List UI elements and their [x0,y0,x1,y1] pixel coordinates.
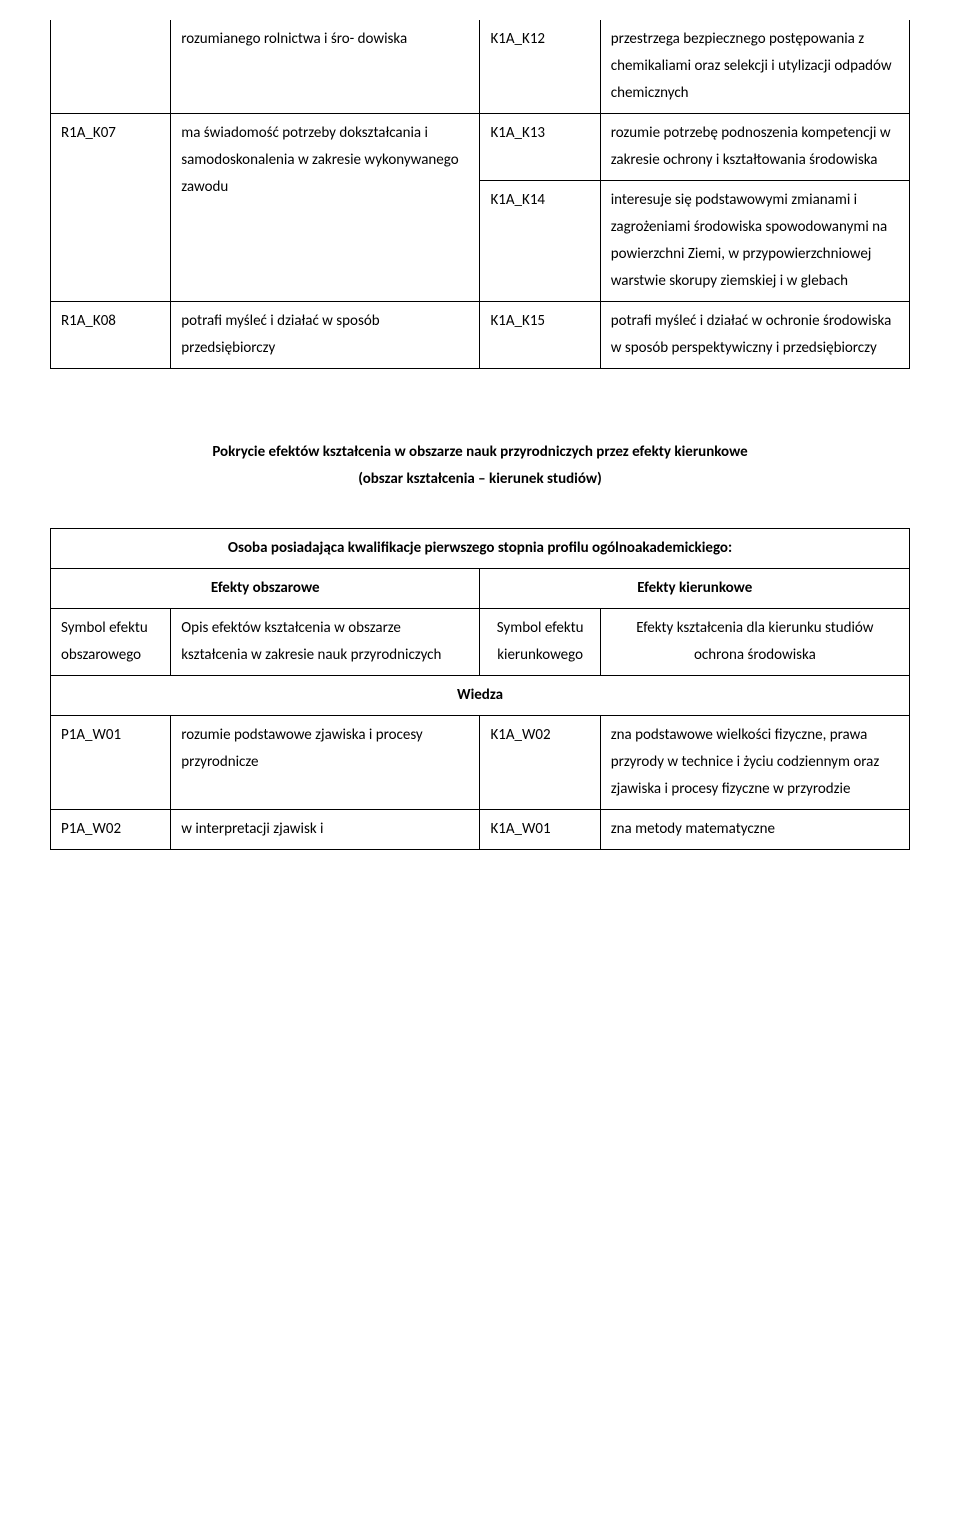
text: R1A_K07 [61,124,116,142]
text: K1A_W02 [490,726,550,744]
text: zna podstawowe wielkości fizyczne, prawa… [611,726,880,798]
text: Osoba posiadająca kwalifikacje pierwszeg… [228,539,732,557]
text: rozumie potrzebę podnoszenia kompetencji… [611,124,891,169]
table-row: R1A_K07 ma świadomość potrzeby dokształc… [51,114,910,181]
text: rozumianego rolnictwa i śro- dowiska [181,30,407,48]
col-header: Symbol efektu kierunkowego [480,609,600,676]
text: zna metody matematyczne [611,820,775,838]
cell-desc-left: rozumianego rolnictwa i śro- dowiska [171,20,480,114]
text: rozumie podstawowe zjawiska i procesy pr… [181,726,422,771]
cell-code-right: K1A_K15 [480,302,600,369]
table-row: rozumianego rolnictwa i śro- dowiska K1A… [51,20,910,114]
cell-code-left [51,20,171,114]
table-row: Efekty obszarowe Efekty kierunkowe [51,569,910,609]
text: w interpretacji zjawisk i [181,820,323,838]
text: Efekty obszarowe [211,579,320,597]
table-row: Wiedza [51,676,910,716]
text: obszarowego [61,646,141,664]
text: przestrzega bezpiecznego postępowania z … [611,30,892,102]
cell-code-left: P1A_W01 [51,716,171,810]
text: Opis efektów kształcenia w obszarze kszt… [181,619,441,664]
cell-code-right: K1A_K12 [480,20,600,114]
cell-desc-right: interesuje się podstawowymi zmianami i z… [600,181,909,302]
text: P1A_W02 [61,820,121,838]
table-coverage-przyrodnicze: Osoba posiadająca kwalifikacje pierwszeg… [50,528,910,850]
text: Symbol efektu [497,619,584,637]
text: potrafi myśleć i działać w sposób przeds… [181,312,379,357]
text: Pokrycie efektów kształcenia w obszarze … [212,443,747,461]
text: Symbol efektu [61,619,148,637]
col-header: Opis efektów kształcenia w obszarze kszt… [171,609,480,676]
text: Wiedza [457,686,503,704]
text: K1A_K12 [490,30,545,48]
text: (obszar kształcenia – kierunek studiów) [358,470,602,488]
text: ma świadomość potrzeby dokształcania i s… [181,124,458,196]
cell-desc-left: rozumie podstawowe zjawiska i procesy pr… [171,716,480,810]
cell-code-right: K1A_W01 [480,810,600,850]
table-coverage-rolnicze: rozumianego rolnictwa i śro- dowiska K1A… [50,20,910,369]
cell-code-left: R1A_K07 [51,114,171,302]
cell-desc-right: potrafi myśleć i działać w ochronie środ… [600,302,909,369]
section-title: Pokrycie efektów kształcenia w obszarze … [50,439,910,493]
table-row: P1A_W01 rozumie podstawowe zjawiska i pr… [51,716,910,810]
cell-code-left: P1A_W02 [51,810,171,850]
cell-code-right: K1A_K13 [480,114,600,181]
text: R1A_K08 [61,312,116,330]
table-row: Symbol efektu obszarowego Opis efektów k… [51,609,910,676]
cell-desc-right: zna metody matematyczne [600,810,909,850]
text: P1A_W01 [61,726,121,744]
header-left: Efekty obszarowe [51,569,480,609]
header-full: Osoba posiadająca kwalifikacje pierwszeg… [51,529,910,569]
table-row: P1A_W02 w interpretacji zjawisk i K1A_W0… [51,810,910,850]
text: K1A_W01 [490,820,550,838]
cell-desc-left: ma świadomość potrzeby dokształcania i s… [171,114,480,302]
table-row: Osoba posiadająca kwalifikacje pierwszeg… [51,529,910,569]
table-row: R1A_K08 potrafi myśleć i działać w sposó… [51,302,910,369]
text: potrafi myśleć i działać w ochronie środ… [611,312,892,357]
header-right: Efekty kierunkowe [480,569,910,609]
text: K1A_K15 [490,312,545,330]
cell-desc-right: zna podstawowe wielkości fizyczne, prawa… [600,716,909,810]
text: interesuje się podstawowymi zmianami i z… [611,191,888,290]
cell-code-right: K1A_K14 [480,181,600,302]
col-header: Symbol efektu obszarowego [51,609,171,676]
cell-code-right: K1A_W02 [480,716,600,810]
cell-desc-right: rozumie potrzebę podnoszenia kompetencji… [600,114,909,181]
cell-code-left: R1A_K08 [51,302,171,369]
subsection-wiedza: Wiedza [51,676,910,716]
text: K1A_K13 [490,124,545,142]
cell-desc-right: przestrzega bezpiecznego postępowania z … [600,20,909,114]
cell-desc-left: w interpretacji zjawisk i [171,810,480,850]
text: kierunkowego [497,646,583,664]
text: K1A_K14 [490,191,545,209]
col-header: Efekty kształcenia dla kierunku studiów … [600,609,909,676]
text: Efekty kierunkowe [637,579,752,597]
cell-desc-left: potrafi myśleć i działać w sposób przeds… [171,302,480,369]
text: Efekty kształcenia dla kierunku studiów … [636,619,873,664]
